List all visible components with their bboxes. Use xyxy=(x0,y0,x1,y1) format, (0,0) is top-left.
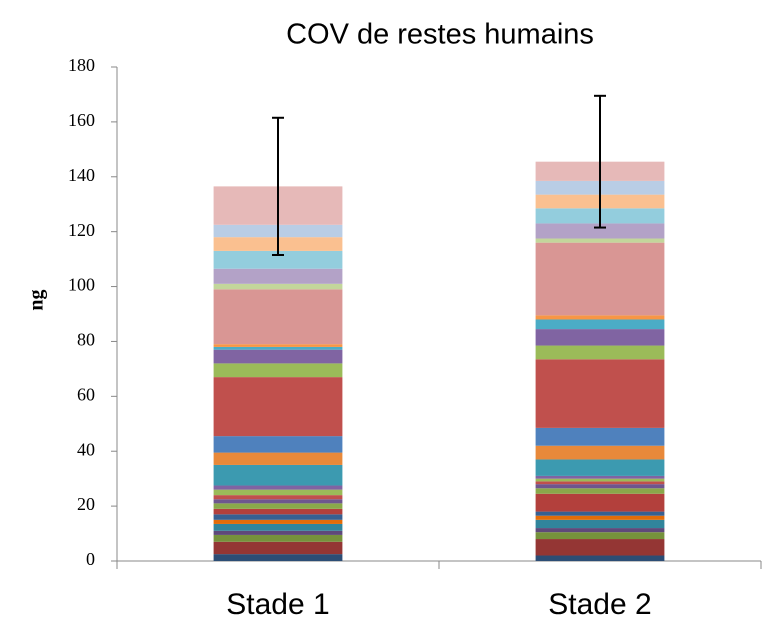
y-tick-label: 180 xyxy=(68,55,95,75)
error-bar xyxy=(272,116,284,256)
x-tick-label: Stade 1 xyxy=(226,588,329,619)
chart-title: COV de restes humains xyxy=(286,19,594,51)
bar-segment xyxy=(535,459,665,476)
bar-segment xyxy=(535,319,665,330)
bar-segment xyxy=(535,519,665,529)
bar-segment xyxy=(535,223,665,239)
bar-segment xyxy=(213,495,343,500)
bar-segment xyxy=(535,532,665,540)
bar-segment xyxy=(213,530,343,535)
bar-segment xyxy=(213,523,343,531)
bar-segment xyxy=(535,359,665,428)
y-tick-label: 40 xyxy=(77,439,95,459)
y-tick-label: 160 xyxy=(68,110,95,130)
bar-segment xyxy=(213,499,343,504)
bar-segment xyxy=(213,519,343,524)
bar-segment xyxy=(213,464,343,486)
y-axis-label: ng xyxy=(26,289,48,310)
bar-segment xyxy=(535,511,665,516)
bar-segment xyxy=(535,427,665,446)
bar-segment xyxy=(213,250,343,269)
bar-segment xyxy=(213,503,343,509)
bar-segment xyxy=(535,242,665,316)
y-tick-label: 60 xyxy=(77,384,95,404)
bar-segment xyxy=(535,445,665,460)
y-tick-label: 80 xyxy=(77,330,95,350)
bar-segment xyxy=(535,555,665,561)
bar-segment xyxy=(535,315,665,320)
bar-segment xyxy=(213,377,343,437)
bar-segment xyxy=(535,329,665,346)
y-tick-label: 120 xyxy=(68,220,95,240)
bar-segment xyxy=(535,488,665,494)
bar-segment xyxy=(535,515,665,520)
bar-segment xyxy=(213,268,343,284)
bar-segment xyxy=(213,346,343,350)
bar-segment xyxy=(213,489,343,496)
y-tick-label: 0 xyxy=(86,549,95,569)
bar-segment xyxy=(535,539,665,556)
y-tick-label: 100 xyxy=(68,275,95,295)
bar-segment xyxy=(213,554,343,561)
bar-segment xyxy=(535,478,665,482)
y-tick-label: 20 xyxy=(77,494,95,514)
bar-segment xyxy=(213,452,343,465)
bar-segment xyxy=(535,238,665,243)
bar-segment xyxy=(213,485,343,490)
bar-segment xyxy=(213,436,343,453)
bar-segment xyxy=(213,289,343,345)
bar-segment xyxy=(213,541,343,555)
bar-segment xyxy=(213,514,343,520)
bar-segment xyxy=(535,345,665,360)
bar-segment xyxy=(213,534,343,542)
bar-segment xyxy=(213,363,343,378)
bar-segment xyxy=(535,528,665,533)
error-bar xyxy=(594,94,606,229)
x-tick-label: Stade 2 xyxy=(548,588,651,619)
bar-segment xyxy=(213,344,343,347)
bar-segment xyxy=(535,484,665,489)
bar-segment xyxy=(535,481,665,485)
bar-segment xyxy=(213,508,343,515)
bar-segment xyxy=(535,475,665,479)
bar-segment xyxy=(535,493,665,512)
bar-segment xyxy=(213,283,343,290)
y-tick-label: 140 xyxy=(68,165,95,185)
bar-segment xyxy=(213,349,343,364)
